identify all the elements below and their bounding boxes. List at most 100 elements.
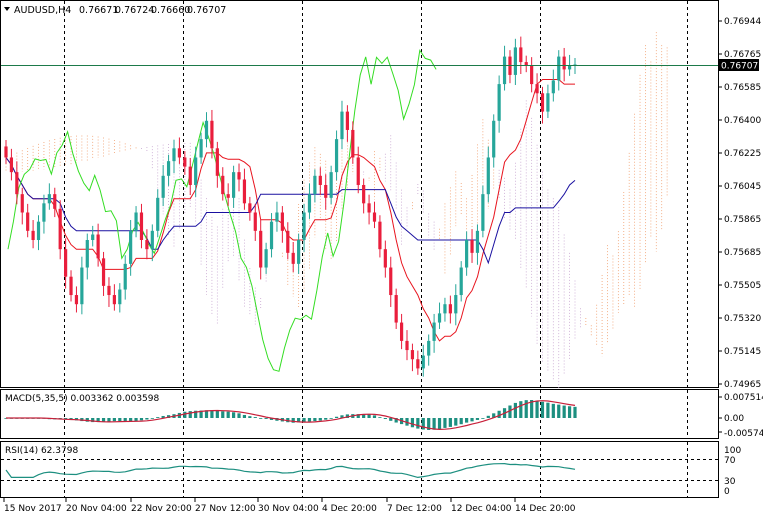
- candle: [177, 137, 182, 164]
- macd-bar: [91, 418, 95, 423]
- macd-bar: [567, 406, 572, 418]
- triangle-down-icon[interactable]: [4, 7, 10, 11]
- macd-bar: [573, 406, 577, 418]
- macd-bar: [183, 411, 187, 418]
- macd-bar: [519, 401, 523, 418]
- macd-bar: [427, 418, 431, 430]
- price-axis[interactable]: 0.76944 0.76765 0.76585 0.76400 0.76225 0.760…: [718, 17, 761, 390]
- candle: [486, 146, 490, 203]
- macd-bar: [465, 418, 469, 423]
- macd-bar: [486, 415, 490, 418]
- macd-bar: [372, 415, 377, 418]
- macd-bar: [129, 418, 133, 422]
- macd-bar: [329, 418, 333, 419]
- macd-bar: [210, 410, 214, 418]
- macd-signal-line: [6, 400, 576, 431]
- macd-bar: [410, 418, 415, 428]
- macd-bar: [204, 410, 209, 418]
- candle: [118, 283, 122, 313]
- time-axis[interactable]: 15 Nov 2017 20 Nov 04:00 22 Nov 20:00 27 No…: [3, 498, 576, 514]
- candle: [546, 84, 550, 119]
- candle: [188, 158, 192, 196]
- candle: [340, 100, 344, 150]
- candle: [237, 163, 241, 192]
- ohlc-low: 0.76660: [151, 5, 190, 16]
- rsi-label: RSI(14) 62.3798: [5, 446, 78, 456]
- candle: [557, 50, 561, 91]
- macd-histogram: [4, 400, 577, 431]
- rsi-pane[interactable]: [0, 441, 719, 498]
- main-pane[interactable]: [0, 0, 719, 388]
- candle: [242, 168, 247, 210]
- macd-bar: [345, 414, 349, 418]
- macd-bar: [215, 410, 219, 418]
- candle: [91, 225, 95, 247]
- candle: [31, 220, 35, 249]
- candle: [161, 164, 165, 207]
- candle: [362, 178, 366, 214]
- rsi-line-path: [5, 462, 576, 479]
- candle: [291, 242, 295, 273]
- candle: [351, 121, 355, 164]
- candle: [427, 334, 431, 366]
- macd-bar: [69, 418, 73, 420]
- macd-bar: [362, 414, 366, 418]
- macd-bar: [481, 418, 485, 419]
- ohlc-close: 0.76707: [187, 5, 226, 16]
- time-tick-label: 14 Dec 20:00: [515, 504, 576, 514]
- time-tick-label: 22 Nov 20:00: [131, 504, 192, 514]
- candle: [307, 183, 312, 219]
- candle: [481, 185, 485, 238]
- macd-bar: [291, 418, 295, 423]
- macd-bar: [416, 418, 420, 429]
- macd-bar: [535, 400, 539, 418]
- candle: [183, 151, 187, 175]
- macd-bar: [318, 418, 322, 421]
- candle: [367, 194, 371, 225]
- candle: [432, 313, 436, 353]
- macd-tick-bottom: -0.005747: [724, 429, 763, 439]
- macd-bar: [454, 418, 458, 426]
- price-tick-label: 0.76765: [724, 50, 761, 60]
- macd-bar: [118, 418, 122, 422]
- rsi-tick-0: 0: [724, 487, 730, 497]
- time-tick-label: 27 Nov 12:00: [195, 504, 256, 514]
- macd-bar: [237, 413, 241, 418]
- candle: [232, 165, 236, 208]
- price-tick-label: 0.76045: [724, 182, 761, 192]
- candle: [519, 36, 523, 75]
- macd-pane[interactable]: [0, 389, 719, 439]
- macd-bar: [161, 415, 165, 418]
- candle: [194, 146, 198, 197]
- price-tick-label: 0.75505: [724, 281, 761, 291]
- candle: [421, 344, 425, 377]
- candle: [139, 203, 144, 249]
- macd-bar: [470, 418, 474, 422]
- candle: [64, 238, 68, 289]
- candle: [492, 114, 496, 168]
- candle: [129, 220, 133, 276]
- macd-bar: [107, 418, 111, 422]
- price-tick-label: 0.76585: [724, 83, 761, 93]
- macd-bar: [85, 418, 89, 422]
- candle: [540, 86, 545, 124]
- candle: [280, 206, 284, 243]
- kijun-line: [5, 157, 576, 265]
- macd-bar: [546, 402, 550, 418]
- macd-bar: [242, 414, 247, 418]
- candle: [535, 73, 539, 104]
- macd-bar: [259, 418, 263, 419]
- candle: [85, 233, 89, 280]
- macd-bar: [226, 411, 230, 418]
- candle: [502, 45, 507, 91]
- price-tick-label: 0.76944: [724, 17, 761, 27]
- macd-bar: [248, 416, 252, 418]
- candle: [69, 270, 73, 302]
- macd-bar: [562, 405, 566, 418]
- candle: [172, 139, 176, 174]
- macd-bar: [389, 418, 393, 421]
- macd-bar: [551, 403, 555, 418]
- candle: [210, 109, 214, 159]
- candle: [150, 224, 154, 262]
